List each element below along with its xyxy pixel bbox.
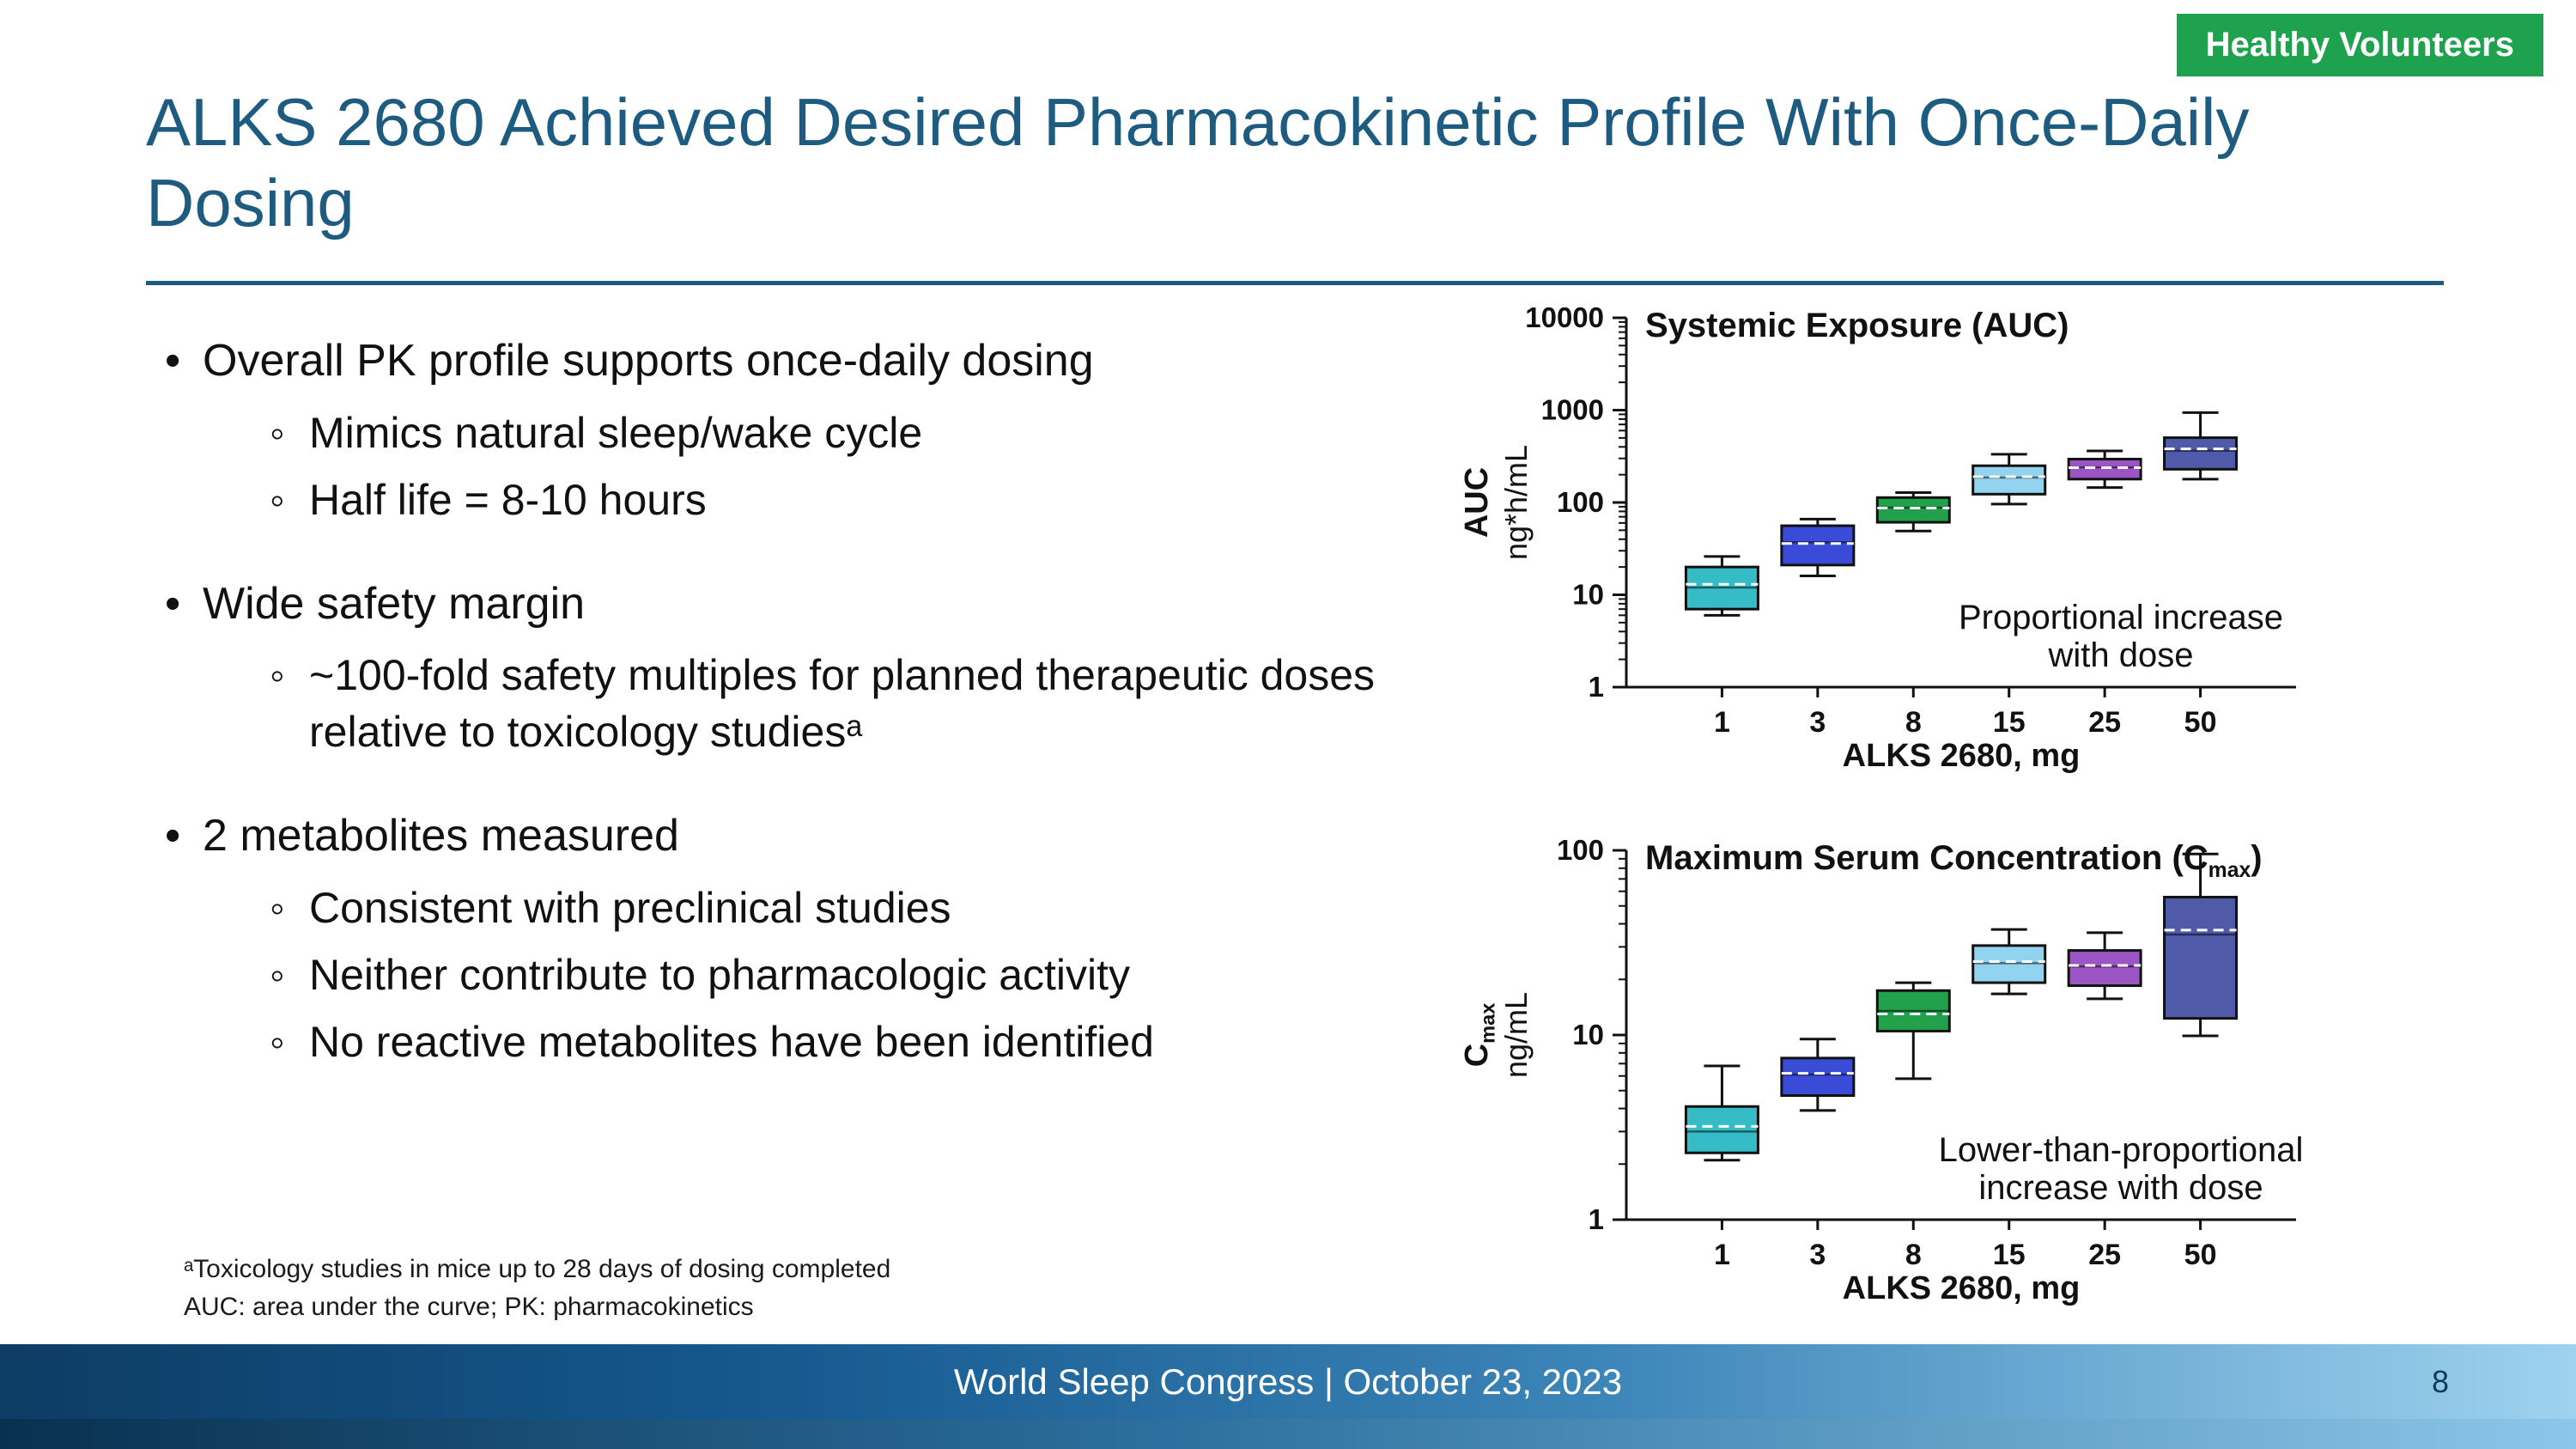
- footnote-line: ᵃToxicology studies in mice up to 28 day…: [184, 1255, 891, 1283]
- bullet-marker: ◦: [270, 475, 285, 524]
- bullet-marker: ◦: [270, 1017, 285, 1066]
- svg-text:15: 15: [1993, 706, 2026, 739]
- bullet-item: • Overall PK profile supports once-daily …: [165, 332, 1436, 391]
- svg-text:ALKS 2680, mg: ALKS 2680, mg: [1843, 1270, 2081, 1306]
- bullet-text: ~100-fold safety multiples for planned t…: [309, 651, 1376, 757]
- svg-text:AUC: AUC: [1459, 467, 1495, 538]
- svg-text:1: 1: [1589, 671, 1604, 703]
- svg-text:ng*h/mL: ng*h/mL: [1498, 445, 1534, 560]
- bullet-marker: ◦: [270, 883, 285, 932]
- sub-bullet-item: ◦ Neither contribute to pharmacologic act…: [270, 947, 1436, 1003]
- svg-text:1: 1: [1714, 1239, 1730, 1271]
- svg-text:15: 15: [1993, 1239, 2026, 1271]
- bullet-text: Overall PK profile supports once-daily d…: [203, 336, 1094, 386]
- sub-bullet-item: ◦ ~100-fold safety multiples for planned …: [270, 647, 1436, 760]
- bullet-text: Half life = 8-10 hours: [309, 475, 707, 524]
- svg-text:10000: 10000: [1525, 301, 1604, 333]
- auc-boxplot-chart: 1 10 100 1000 10000 1 3 8 15 25 50 Systemic Exposur…: [1459, 301, 2296, 774]
- svg-text:8: 8: [1905, 1239, 1922, 1271]
- svg-text:increase with dose: increase with dose: [1978, 1169, 2263, 1207]
- svg-text:50: 50: [2184, 706, 2217, 739]
- svg-text:1000: 1000: [1541, 394, 1604, 426]
- svg-text:25: 25: [2088, 1239, 2121, 1271]
- svg-text:50: 50: [2184, 1239, 2217, 1271]
- bullet-text: Wide safety margin: [203, 578, 586, 629]
- svg-text:Systemic Exposure (AUC): Systemic Exposure (AUC): [1645, 307, 2069, 344]
- page-number: 8: [2431, 1363, 2449, 1399]
- svg-text:Maximum Serum Concentration (C: Maximum Serum Concentration (Cmax): [1645, 839, 2263, 882]
- svg-text:100: 100: [1557, 486, 1604, 518]
- bullet-item: • Wide safety margin: [165, 575, 1436, 634]
- sub-bullet-item: ◦ Half life = 8-10 hours: [270, 472, 1436, 528]
- bullet-marker: ◦: [270, 950, 285, 999]
- footnotes: ᵃToxicology studies in mice up to 28 day…: [184, 1251, 890, 1325]
- bullet-list: • Overall PK profile supports once-daily …: [165, 332, 1436, 1081]
- bullet-marker: •: [165, 811, 181, 861]
- svg-text:10: 10: [1572, 1019, 1604, 1050]
- svg-text:ng/mL: ng/mL: [1498, 992, 1534, 1078]
- population-badge: Healthy Volunteers: [2176, 14, 2543, 76]
- title-underline: [146, 281, 2444, 285]
- svg-text:10: 10: [1572, 579, 1604, 611]
- svg-text:8: 8: [1905, 706, 1922, 739]
- bullet-text: Neither contribute to pharmacologic acti…: [309, 950, 1131, 999]
- bullet-text: Consistent with preclinical studies: [309, 883, 951, 932]
- footer-text: World Sleep Congress | October 23, 2023: [953, 1361, 1623, 1402]
- bullet-text: 2 metabolites measured: [203, 811, 679, 861]
- svg-text:3: 3: [1809, 1239, 1826, 1271]
- bullet-text: No reactive metabolites have been identi…: [309, 1017, 1154, 1066]
- svg-text:100: 100: [1557, 834, 1604, 866]
- bullet-marker: •: [165, 578, 181, 629]
- svg-text:3: 3: [1809, 706, 1826, 739]
- svg-text:Cmax: Cmax: [1459, 1003, 1498, 1068]
- svg-text:with dose: with dose: [2048, 636, 2194, 674]
- bullet-marker: ◦: [270, 408, 285, 457]
- svg-text:1: 1: [1714, 706, 1730, 739]
- bullet-item: • 2 metabolites measured: [165, 807, 1436, 866]
- bullet-marker: ◦: [270, 651, 285, 700]
- svg-text:1: 1: [1589, 1203, 1604, 1235]
- sub-bullet-item: ◦ Consistent with preclinical studies: [270, 880, 1436, 936]
- bullet-marker: •: [165, 336, 181, 386]
- cmax-boxplot-chart: 1 10 100 1 3 8 15 25 50 Maximum Serum Concentrati…: [1459, 834, 2304, 1306]
- slide-title: ALKS 2680 Achieved Desired Pharmacokinet…: [146, 84, 2250, 240]
- svg-text:ALKS 2680, mg: ALKS 2680, mg: [1843, 738, 2081, 774]
- sub-bullet-item: ◦ No reactive metabolites have been ident…: [270, 1014, 1436, 1070]
- svg-text:25: 25: [2088, 706, 2121, 739]
- svg-text:Proportional increase: Proportional increase: [1959, 599, 2283, 636]
- sub-bullet-item: ◦ Mimics natural sleep/wake cycle: [270, 405, 1436, 461]
- footnote-line: AUC: area under the curve; PK: pharmacok…: [184, 1292, 754, 1321]
- bullet-text: Mimics natural sleep/wake cycle: [309, 408, 923, 457]
- svg-text:Lower-than-proportional: Lower-than-proportional: [1939, 1131, 2304, 1169]
- footer-strip: [0, 1419, 2576, 1449]
- footer-bar: World Sleep Congress | October 23, 2023 …: [0, 1344, 2576, 1419]
